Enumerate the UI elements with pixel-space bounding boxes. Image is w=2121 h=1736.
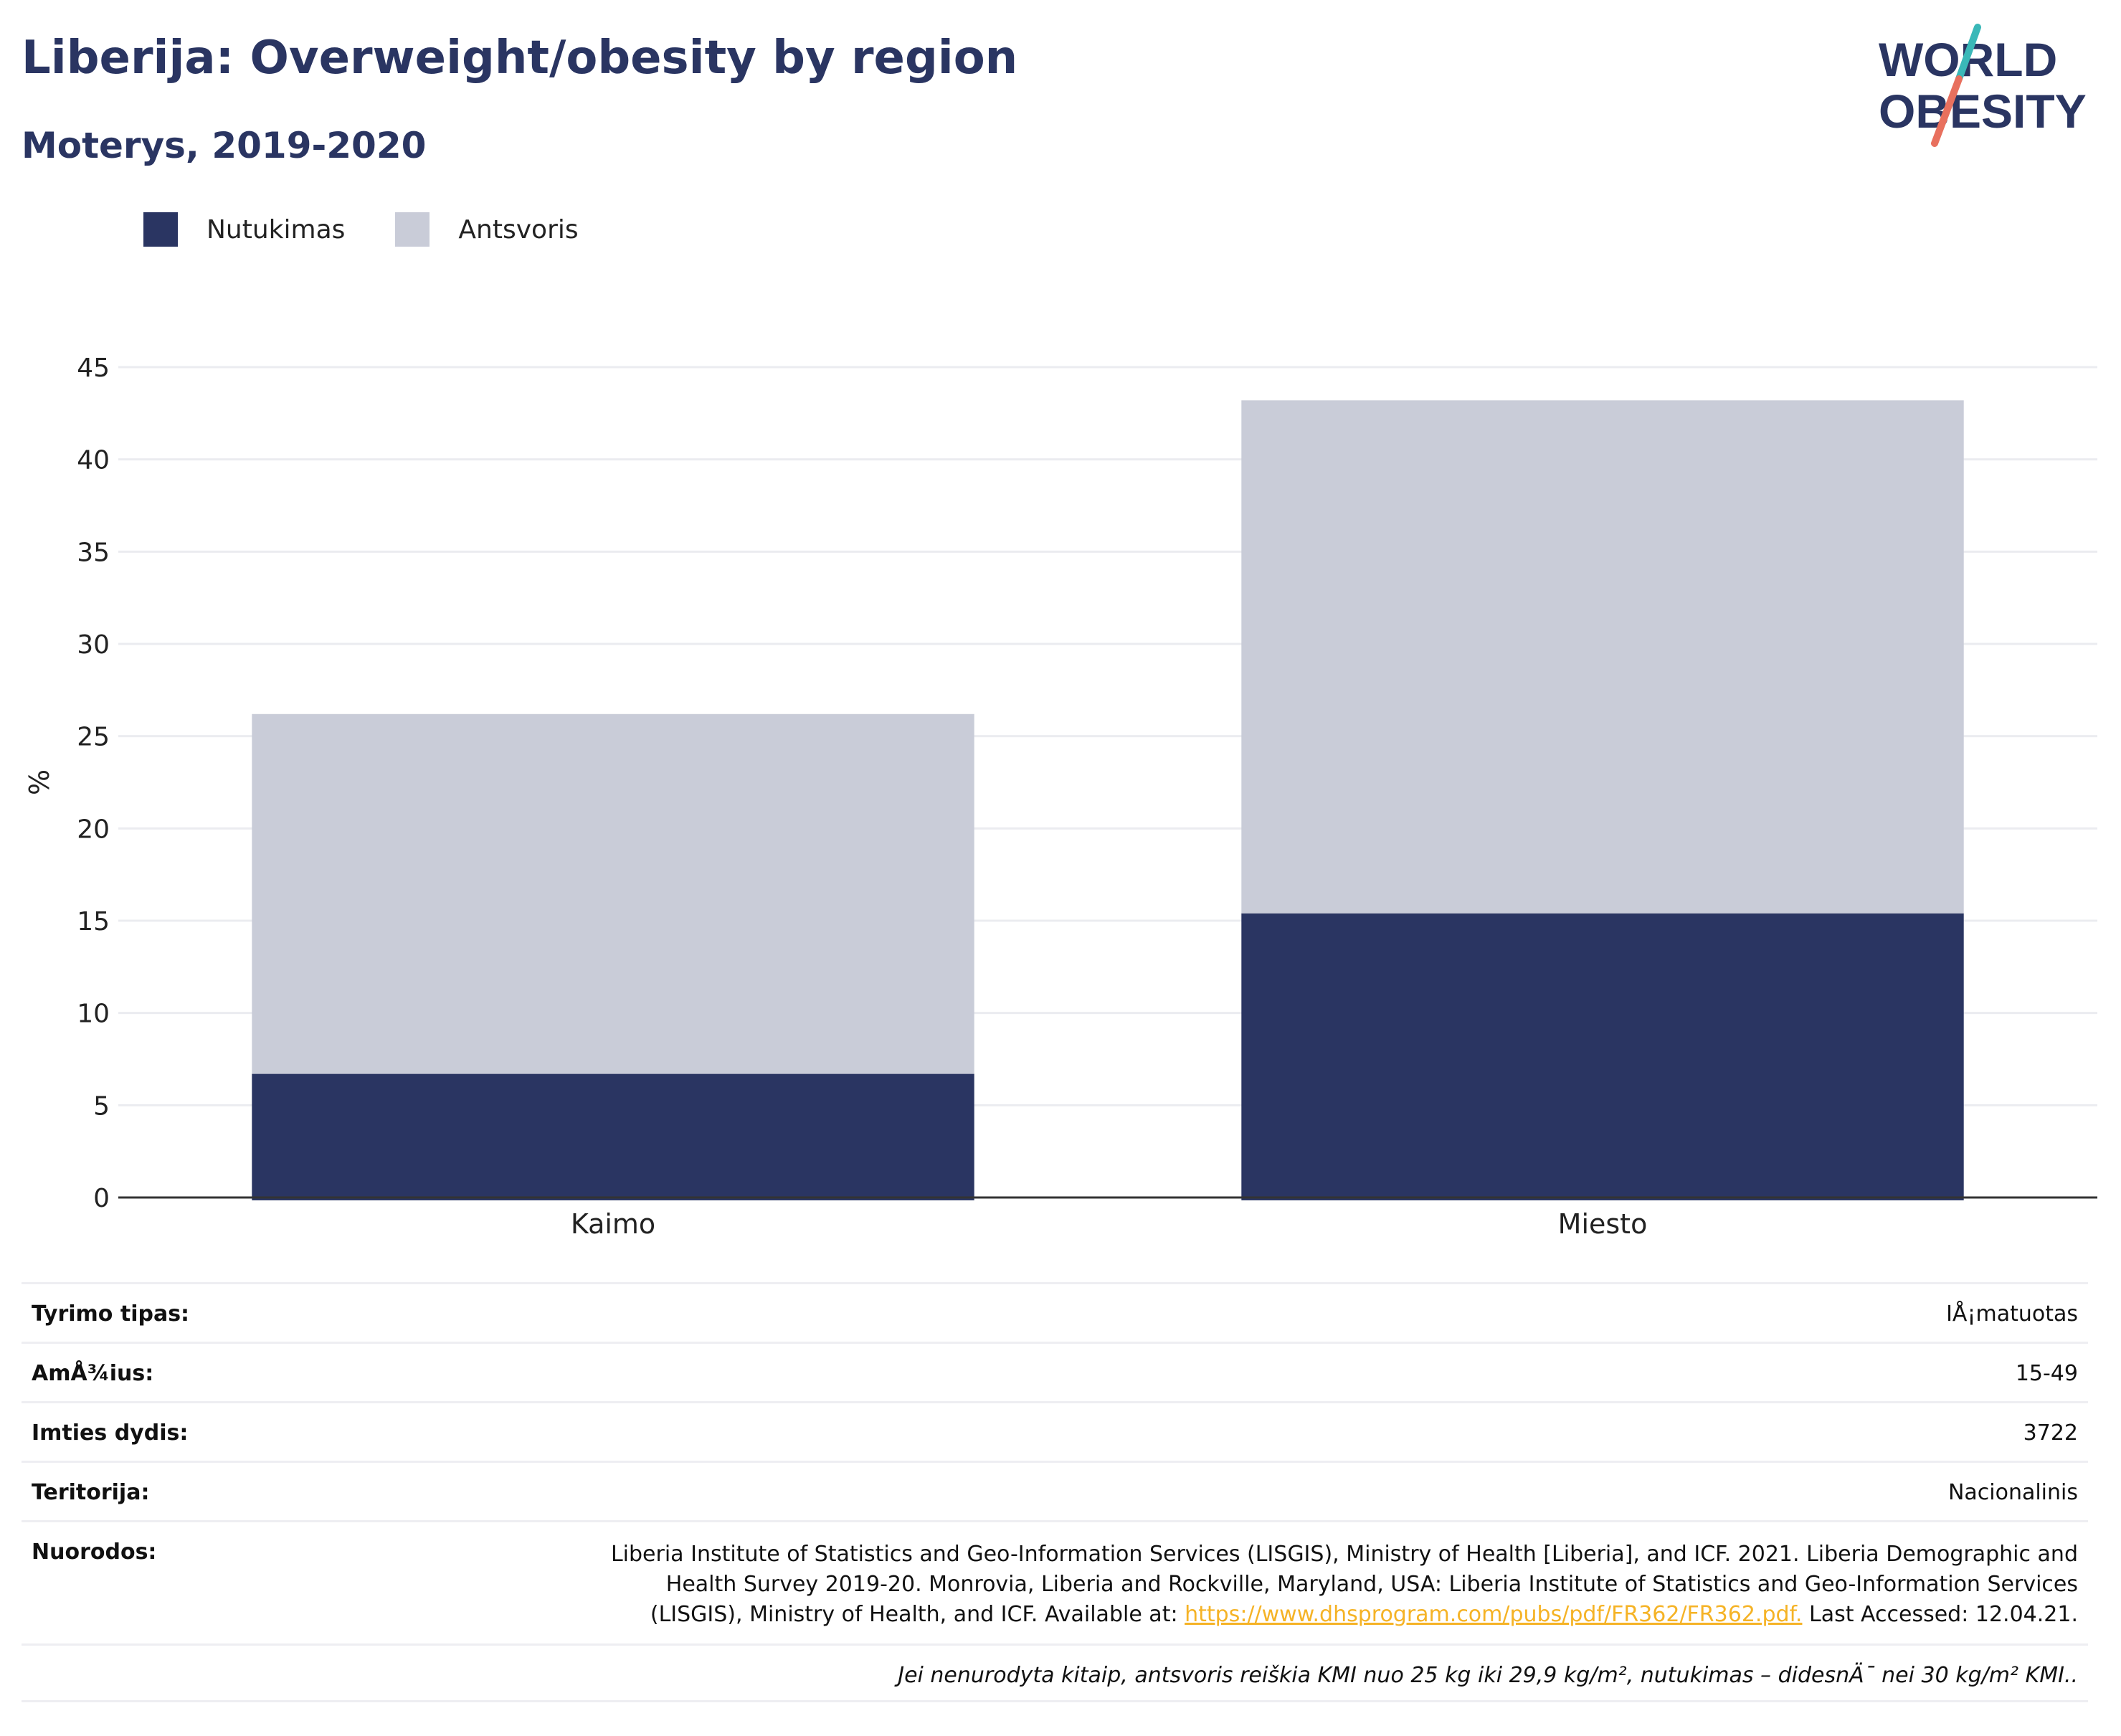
info-value: 15-49 bbox=[2015, 1361, 2078, 1386]
info-row-survey-type: Tyrimo tipas: IÅ¡matuotas bbox=[22, 1282, 2088, 1342]
bar-overweight-miesto bbox=[1241, 400, 1964, 914]
info-value: 3722 bbox=[2023, 1420, 2078, 1446]
legend-swatch-obesity bbox=[143, 212, 178, 247]
bar-obesity-miesto bbox=[1241, 913, 1964, 1200]
references-text-part: Last Accessed: 12.04.21. bbox=[1802, 1602, 2078, 1627]
info-row-sample-size: Imties dydis: 3722 bbox=[22, 1401, 2088, 1461]
references-text: Liberia Institute of Statistics and Geo-… bbox=[515, 1540, 2078, 1643]
y-tick-label: 10 bbox=[77, 1000, 110, 1029]
references-line: Health Survey 2019-20. Monrovia, Liberia… bbox=[665, 1572, 2078, 1597]
info-row-age: AmÅ¾ius: 15-49 bbox=[22, 1342, 2088, 1401]
legend-label-obesity: Nutukimas bbox=[207, 214, 346, 245]
legend: Nutukimas Antsvoris bbox=[143, 212, 629, 247]
y-tick-label: 5 bbox=[93, 1091, 110, 1121]
chart-subtitle: Moterys, 2019-2020 bbox=[22, 125, 427, 166]
logo-slash-teal bbox=[1955, 24, 1981, 82]
bar-overweight-kaimo bbox=[252, 713, 974, 1074]
logo-word-obesity: OBESITY bbox=[1879, 85, 2087, 138]
legend-swatch-overweight bbox=[395, 212, 430, 247]
references-line: Liberia Institute of Statistics and Geo-… bbox=[610, 1542, 2078, 1567]
info-label: Nuorodos: bbox=[32, 1540, 157, 1565]
definition-note: Jei nenurodyta kitaip, antsvoris reiškia… bbox=[898, 1663, 2078, 1688]
y-tick-label: 0 bbox=[93, 1184, 110, 1213]
references-link[interactable]: https://www.dhsprogram.com/pubs/pdf/FR36… bbox=[1185, 1602, 1803, 1627]
y-tick-label: 40 bbox=[77, 446, 110, 475]
info-row-territory: Teritorija: Nacionalinis bbox=[22, 1461, 2088, 1520]
info-value: Nacionalinis bbox=[1947, 1480, 2078, 1505]
info-label: AmÅ¾ius: bbox=[32, 1361, 154, 1386]
y-axis-label: % bbox=[24, 769, 55, 795]
stacked-bar-chart: 0 5 10 15 20 25 30 35 40 45% Kaimo Miesto bbox=[24, 354, 2097, 1240]
references-line: (LISGIS), Ministry of Health, and ICF. A… bbox=[515, 1600, 2078, 1630]
info-label: Tyrimo tipas: bbox=[32, 1301, 190, 1327]
x-tick-label: Miesto bbox=[1558, 1208, 1648, 1240]
info-label: Teritorija: bbox=[32, 1480, 150, 1505]
info-table: Tyrimo tipas: IÅ¡matuotas AmÅ¾ius: 15-49… bbox=[22, 1282, 2088, 1702]
definition-note-row: Jei nenurodyta kitaip, antsvoris reiškia… bbox=[22, 1643, 2088, 1702]
x-tick-label: Kaimo bbox=[571, 1208, 655, 1240]
info-row-references: Nuorodos: Liberia Institute of Statistic… bbox=[22, 1520, 2088, 1643]
chart-title: Liberija: Overweight/obesity by region bbox=[22, 32, 1018, 85]
y-tick-label: 15 bbox=[77, 907, 110, 936]
info-value: IÅ¡matuotas bbox=[1946, 1301, 2078, 1327]
legend-label-overweight: Antsvoris bbox=[458, 214, 579, 245]
world-obesity-logo: WORLD OBESITY bbox=[1879, 24, 2087, 147]
y-tick-label: 35 bbox=[77, 538, 110, 567]
logo-slash-red bbox=[1931, 75, 1963, 147]
y-tick-label: 30 bbox=[77, 630, 110, 660]
info-label: Imties dydis: bbox=[32, 1420, 189, 1446]
bar-obesity-kaimo bbox=[252, 1073, 974, 1200]
y-tick-label: 20 bbox=[77, 815, 110, 844]
y-tick-label: 25 bbox=[77, 723, 110, 752]
y-tick-label: 45 bbox=[77, 354, 110, 383]
references-text-part: (LISGIS), Ministry of Health, and ICF. A… bbox=[650, 1602, 1185, 1627]
